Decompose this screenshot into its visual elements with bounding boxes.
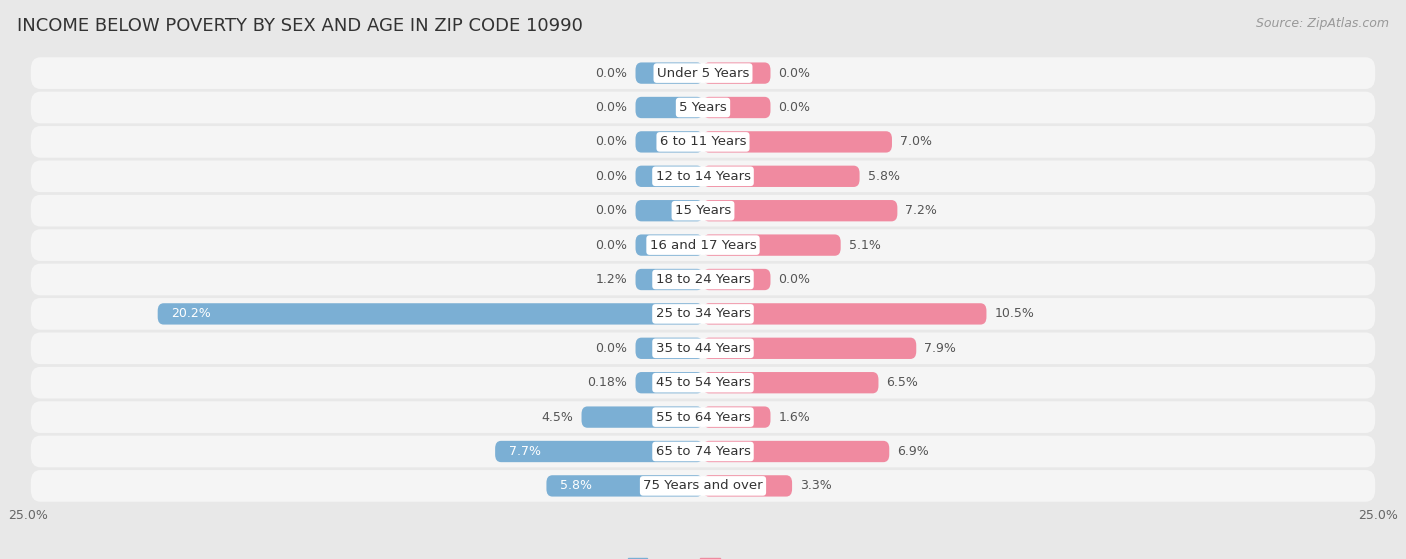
Text: 1.6%: 1.6% <box>779 411 810 424</box>
Text: 0.0%: 0.0% <box>595 67 627 79</box>
Text: 0.0%: 0.0% <box>595 239 627 252</box>
FancyBboxPatch shape <box>31 264 1375 295</box>
FancyBboxPatch shape <box>703 406 770 428</box>
FancyBboxPatch shape <box>636 200 703 221</box>
FancyBboxPatch shape <box>703 165 859 187</box>
Text: 15 Years: 15 Years <box>675 204 731 217</box>
Text: 7.7%: 7.7% <box>509 445 541 458</box>
Text: 5 Years: 5 Years <box>679 101 727 114</box>
FancyBboxPatch shape <box>636 165 703 187</box>
Text: 0.0%: 0.0% <box>595 135 627 148</box>
FancyBboxPatch shape <box>703 475 792 496</box>
Legend: Male, Female: Male, Female <box>623 553 783 559</box>
FancyBboxPatch shape <box>31 333 1375 364</box>
FancyBboxPatch shape <box>31 470 1375 502</box>
FancyBboxPatch shape <box>495 441 703 462</box>
FancyBboxPatch shape <box>31 57 1375 89</box>
FancyBboxPatch shape <box>31 92 1375 124</box>
Text: 0.0%: 0.0% <box>595 342 627 355</box>
Text: 0.18%: 0.18% <box>588 376 627 389</box>
FancyBboxPatch shape <box>636 338 703 359</box>
Text: 7.0%: 7.0% <box>900 135 932 148</box>
Text: 4.5%: 4.5% <box>541 411 574 424</box>
FancyBboxPatch shape <box>636 234 703 256</box>
FancyBboxPatch shape <box>31 126 1375 158</box>
FancyBboxPatch shape <box>636 372 703 394</box>
Text: 6 to 11 Years: 6 to 11 Years <box>659 135 747 148</box>
FancyBboxPatch shape <box>31 195 1375 226</box>
Text: 0.0%: 0.0% <box>595 170 627 183</box>
FancyBboxPatch shape <box>703 234 841 256</box>
Text: 0.0%: 0.0% <box>779 101 811 114</box>
FancyBboxPatch shape <box>703 372 879 394</box>
FancyBboxPatch shape <box>157 303 703 325</box>
Text: 35 to 44 Years: 35 to 44 Years <box>655 342 751 355</box>
FancyBboxPatch shape <box>31 367 1375 399</box>
FancyBboxPatch shape <box>703 303 987 325</box>
Text: 6.5%: 6.5% <box>887 376 918 389</box>
Text: 0.0%: 0.0% <box>595 204 627 217</box>
Text: 3.3%: 3.3% <box>800 480 832 492</box>
FancyBboxPatch shape <box>31 401 1375 433</box>
Text: 7.2%: 7.2% <box>905 204 938 217</box>
Text: 20.2%: 20.2% <box>172 307 211 320</box>
Text: 0.0%: 0.0% <box>595 101 627 114</box>
FancyBboxPatch shape <box>703 63 770 84</box>
Text: 1.2%: 1.2% <box>596 273 627 286</box>
FancyBboxPatch shape <box>703 97 770 118</box>
Text: 25 to 34 Years: 25 to 34 Years <box>655 307 751 320</box>
Text: Source: ZipAtlas.com: Source: ZipAtlas.com <box>1256 17 1389 30</box>
Text: 12 to 14 Years: 12 to 14 Years <box>655 170 751 183</box>
Text: Under 5 Years: Under 5 Years <box>657 67 749 79</box>
FancyBboxPatch shape <box>547 475 703 496</box>
Text: 0.0%: 0.0% <box>779 273 811 286</box>
FancyBboxPatch shape <box>636 97 703 118</box>
FancyBboxPatch shape <box>636 131 703 153</box>
Text: 65 to 74 Years: 65 to 74 Years <box>655 445 751 458</box>
FancyBboxPatch shape <box>703 269 770 290</box>
FancyBboxPatch shape <box>703 441 889 462</box>
FancyBboxPatch shape <box>636 269 703 290</box>
FancyBboxPatch shape <box>636 63 703 84</box>
FancyBboxPatch shape <box>31 298 1375 330</box>
Text: 10.5%: 10.5% <box>994 307 1035 320</box>
FancyBboxPatch shape <box>31 229 1375 261</box>
Text: 55 to 64 Years: 55 to 64 Years <box>655 411 751 424</box>
Text: 18 to 24 Years: 18 to 24 Years <box>655 273 751 286</box>
FancyBboxPatch shape <box>703 200 897 221</box>
Text: 16 and 17 Years: 16 and 17 Years <box>650 239 756 252</box>
Text: 6.9%: 6.9% <box>897 445 929 458</box>
FancyBboxPatch shape <box>703 338 917 359</box>
FancyBboxPatch shape <box>582 406 703 428</box>
Text: 5.8%: 5.8% <box>868 170 900 183</box>
Text: 0.0%: 0.0% <box>779 67 811 79</box>
Text: 45 to 54 Years: 45 to 54 Years <box>655 376 751 389</box>
Text: INCOME BELOW POVERTY BY SEX AND AGE IN ZIP CODE 10990: INCOME BELOW POVERTY BY SEX AND AGE IN Z… <box>17 17 582 35</box>
Text: 75 Years and over: 75 Years and over <box>643 480 763 492</box>
Text: 5.8%: 5.8% <box>560 480 592 492</box>
Text: 5.1%: 5.1% <box>849 239 880 252</box>
FancyBboxPatch shape <box>31 435 1375 467</box>
FancyBboxPatch shape <box>703 131 891 153</box>
FancyBboxPatch shape <box>31 160 1375 192</box>
Text: 7.9%: 7.9% <box>924 342 956 355</box>
